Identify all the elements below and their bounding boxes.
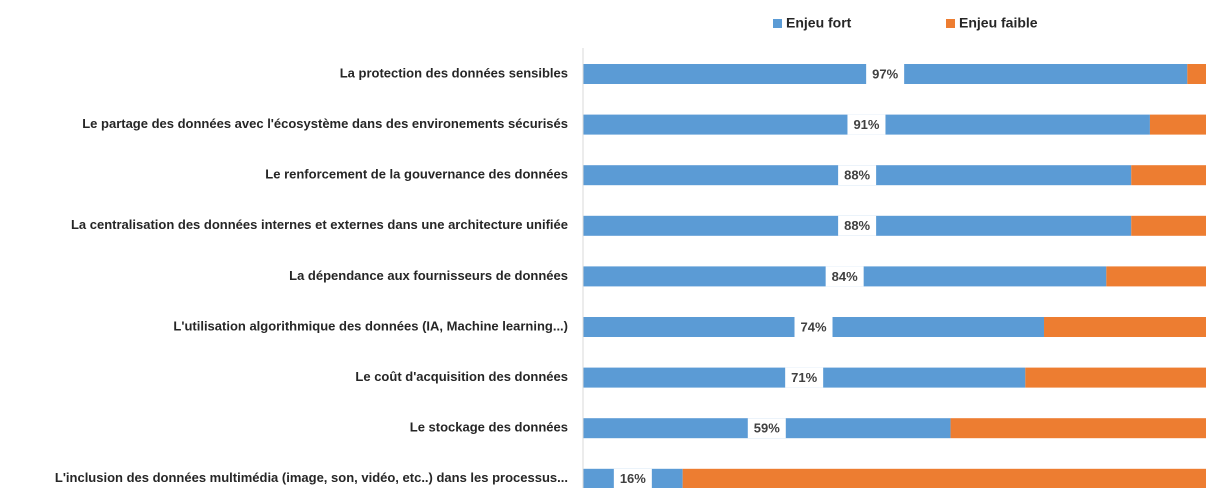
value-label: 91% [853,117,879,132]
value-label-bg [747,418,786,439]
value-label: 16% [620,471,646,486]
category-label: La dépendance aux fournisseurs de donnée… [289,268,568,283]
category-label: La centralisation des données internes e… [71,217,568,232]
category-label: L'inclusion des données multimédia (imag… [55,470,568,485]
bar-segment [950,418,1206,439]
value-label-bg [613,468,652,488]
value-label-bg [847,114,886,135]
value-label: 97% [872,66,898,81]
value-label: 88% [844,218,870,233]
value-label-bg [838,215,877,236]
bar-segment [682,468,1206,488]
bar-segment [1025,367,1206,388]
value-label-bg [866,64,905,84]
bar-segment [1044,317,1206,337]
legend-label: Enjeu fort [786,15,852,31]
bar-segment [1106,266,1206,287]
value-label-bg [785,367,824,388]
value-label: 88% [844,168,870,183]
category-label: Le coût d'acquisition des données [355,369,568,384]
value-label-bg [825,266,864,287]
category-label: Le renforcement de la gouvernance des do… [265,167,568,182]
category-label: Le partage des données avec l'écosystème… [82,116,568,131]
value-label: 71% [791,370,817,385]
value-label-bg [838,165,877,186]
value-label: 84% [832,269,858,284]
legend-swatch [946,19,955,28]
value-label-bg [794,317,833,337]
legend-label: Enjeu faible [959,15,1038,31]
bar-segment [1131,215,1206,236]
category-label: Le stockage des données [410,420,568,435]
bar-segment [1187,64,1206,84]
value-label: 74% [800,319,826,334]
value-label: 59% [754,421,780,436]
category-label: La protection des données sensibles [340,65,568,80]
bar-segment [1131,165,1206,186]
bar-segment [1149,114,1206,135]
legend-swatch [773,19,782,28]
category-label: L'utilisation algorithmique des données … [173,318,568,333]
